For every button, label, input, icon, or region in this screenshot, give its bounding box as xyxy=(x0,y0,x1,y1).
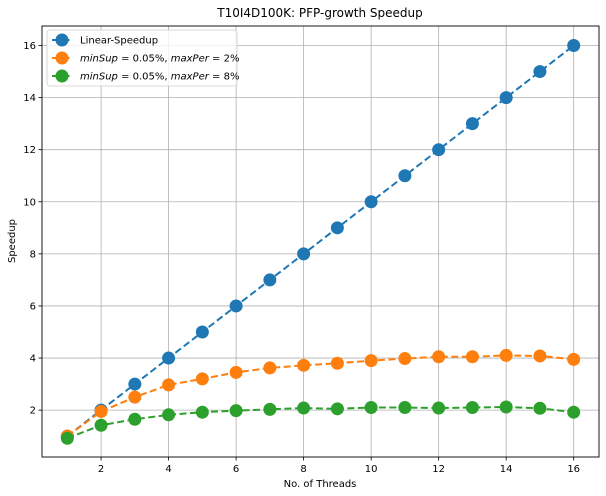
legend-marker xyxy=(55,69,69,83)
data-point xyxy=(465,401,479,415)
data-point xyxy=(195,325,209,339)
legend-label-part: maxPer xyxy=(171,54,210,65)
series-layer xyxy=(60,39,581,445)
y-tick-label: 8 xyxy=(30,249,36,260)
legend-label-part: = 0.05%, xyxy=(118,54,171,65)
data-point xyxy=(330,356,344,370)
data-point xyxy=(229,299,243,313)
data-point xyxy=(567,405,581,419)
data-point xyxy=(229,365,243,379)
plot-area-frame xyxy=(41,25,600,458)
legend-label-part: = 0.05%, xyxy=(118,72,171,83)
data-point xyxy=(499,348,513,362)
legend-label-part: = 2% xyxy=(209,54,240,65)
chart-title: T10I4D100K: PFP-growth Speedup xyxy=(216,6,423,20)
legend-label-part: Linear-Speedup xyxy=(80,36,158,47)
data-point xyxy=(432,350,446,364)
y-tick-label: 6 xyxy=(30,301,36,312)
x-tick-label: 6 xyxy=(233,464,239,475)
x-tick-label: 16 xyxy=(567,464,580,475)
y-axis-label: Speedup xyxy=(7,219,18,263)
data-point xyxy=(533,349,547,363)
legend-marker xyxy=(55,33,69,47)
y-tick-label: 10 xyxy=(23,197,36,208)
series-line xyxy=(66,405,574,440)
series-3 xyxy=(60,400,581,445)
legend-label: minSup = 0.05%, maxPer = 2% xyxy=(80,54,239,65)
data-point xyxy=(128,377,142,391)
data-point xyxy=(533,401,547,415)
legend-marker xyxy=(55,51,69,65)
legend-label: minSup = 0.05%, maxPer = 8% xyxy=(80,72,239,83)
data-point xyxy=(499,400,513,414)
x-tick-label: 14 xyxy=(500,464,513,475)
y-tick-label: 14 xyxy=(23,93,36,104)
data-point xyxy=(297,358,311,372)
data-point xyxy=(297,247,311,261)
data-point xyxy=(364,195,378,209)
x-tick-label: 10 xyxy=(365,464,378,475)
data-point xyxy=(432,401,446,415)
legend-entry: minSup = 0.05%, maxPer = 2% xyxy=(52,51,239,65)
legend-box xyxy=(46,29,238,87)
data-point xyxy=(398,401,412,415)
data-point xyxy=(263,361,277,375)
x-tick-label: 2 xyxy=(98,464,104,475)
legend-label: Linear-Speedup xyxy=(80,36,158,47)
x-tick-label: 8 xyxy=(300,464,306,475)
x-axis-label: No. of Threads xyxy=(284,479,357,490)
data-point xyxy=(567,39,581,53)
legend-label-part: = 8% xyxy=(209,72,240,83)
data-point xyxy=(94,404,108,418)
data-point xyxy=(128,412,142,426)
legend-entry: Linear-Speedup xyxy=(52,33,158,47)
series-line xyxy=(66,44,575,437)
y-tick-label: 16 xyxy=(23,41,36,52)
data-point xyxy=(162,378,176,392)
data-point xyxy=(364,401,378,415)
legend-label-part: minSup xyxy=(80,72,118,83)
x-tick-label: 4 xyxy=(165,464,171,475)
x-tick-label: 12 xyxy=(432,464,445,475)
series-2 xyxy=(60,348,581,443)
data-point xyxy=(398,169,412,183)
data-point xyxy=(195,405,209,419)
data-point xyxy=(465,117,479,131)
data-point xyxy=(330,402,344,416)
data-point xyxy=(162,351,176,365)
axis-ticks: 2 4 6 8 10 12 14 16 2 4 6 8 10 12 14 16 xyxy=(23,41,580,475)
data-point xyxy=(94,418,108,432)
data-point xyxy=(398,352,412,366)
y-tick-label: 12 xyxy=(23,145,36,156)
data-point xyxy=(195,372,209,386)
y-tick-label: 2 xyxy=(30,406,36,417)
y-tick-label: 4 xyxy=(30,354,36,365)
data-point xyxy=(263,273,277,287)
data-point xyxy=(60,431,74,445)
data-point xyxy=(499,91,513,105)
data-point xyxy=(297,401,311,415)
legend-label-part: minSup xyxy=(80,54,118,65)
legend-label-part: maxPer xyxy=(171,72,210,83)
data-point xyxy=(263,402,277,416)
data-point xyxy=(229,404,243,418)
data-point xyxy=(465,350,479,364)
data-point xyxy=(567,352,581,366)
data-point xyxy=(533,65,547,79)
series-line xyxy=(66,354,574,437)
data-point xyxy=(432,143,446,157)
data-point xyxy=(364,354,378,368)
data-point xyxy=(162,408,176,422)
legend: Linear-Speedup minSup = 0.05%, maxPer = 2… xyxy=(46,29,239,87)
legend-entry: minSup = 0.05%, maxPer = 8% xyxy=(52,69,239,83)
data-point xyxy=(128,390,142,404)
data-point xyxy=(330,221,344,235)
